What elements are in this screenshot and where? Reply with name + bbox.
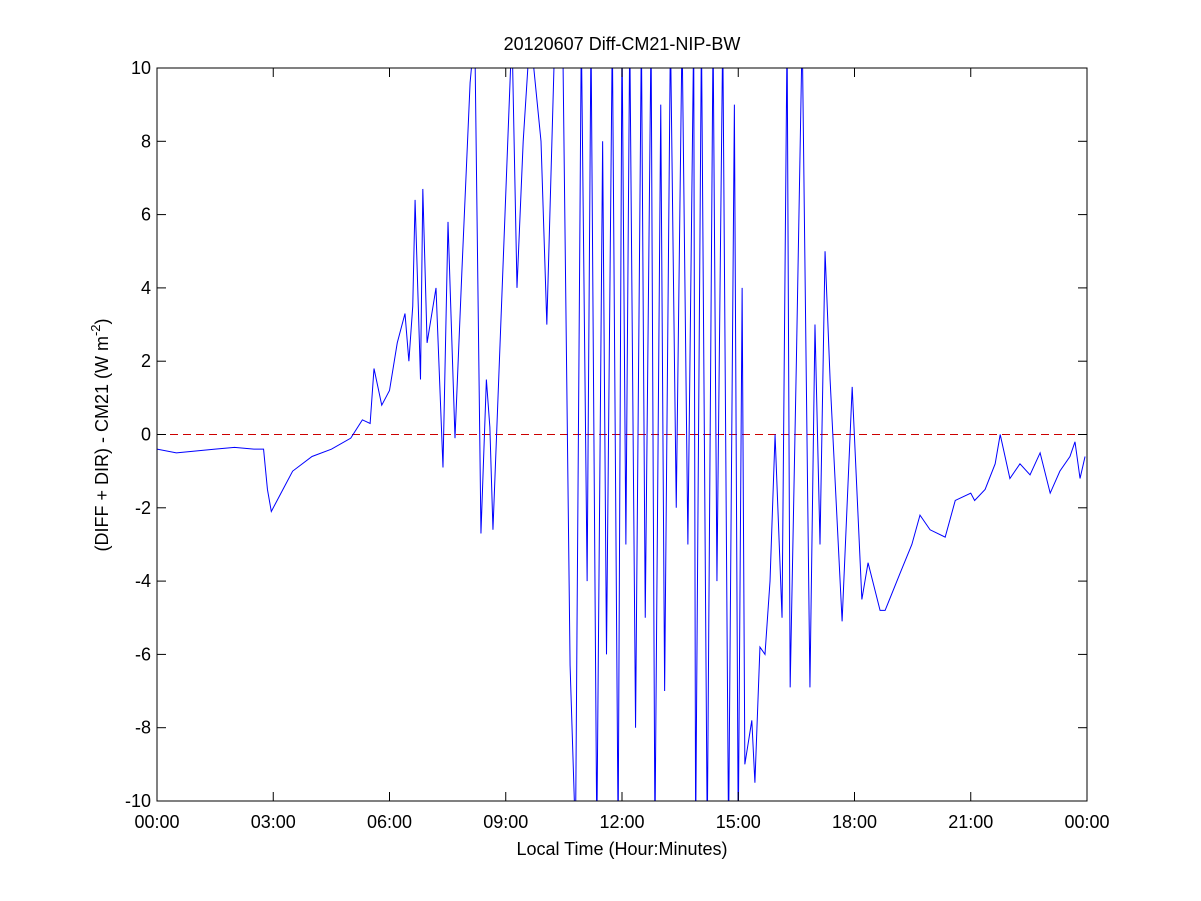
y-tick-label: 6 xyxy=(141,205,151,225)
y-tick-label: -8 xyxy=(135,718,151,738)
y-tick-label: -6 xyxy=(135,644,151,664)
y-axis-label-end: ) xyxy=(92,318,112,324)
x-tick-label: 09:00 xyxy=(483,812,528,832)
y-axis-label: (DIFF + DIR) - CM21 (W m-2) xyxy=(88,318,112,551)
y-tick-label: 4 xyxy=(141,278,151,298)
x-tick-label: 18:00 xyxy=(832,812,877,832)
x-tick-label: 00:00 xyxy=(134,812,179,832)
y-tick-label: 8 xyxy=(141,131,151,151)
x-tick-label: 00:00 xyxy=(1064,812,1109,832)
x-axis-label: Local Time (Hour:Minutes) xyxy=(516,839,727,859)
y-tick-label: 10 xyxy=(131,58,151,78)
y-tick-label: -10 xyxy=(125,791,151,811)
x-tick-label: 12:00 xyxy=(599,812,644,832)
y-tick-label: -4 xyxy=(135,571,151,591)
x-tick-label: 21:00 xyxy=(948,812,993,832)
y-tick-label: -2 xyxy=(135,498,151,518)
data-line xyxy=(157,68,1086,801)
y-axis-label-text: (DIFF + DIR) - CM21 (W m xyxy=(92,336,112,551)
x-tick-label: 06:00 xyxy=(367,812,412,832)
y-tick-label: 0 xyxy=(141,425,151,445)
y-tick-label: 2 xyxy=(141,351,151,371)
chart-title: 20120607 Diff-CM21-NIP-BW xyxy=(504,34,741,54)
x-tick-label: 03:00 xyxy=(251,812,296,832)
x-tick-label: 15:00 xyxy=(716,812,761,832)
y-axis-label-sup: -2 xyxy=(88,324,103,336)
